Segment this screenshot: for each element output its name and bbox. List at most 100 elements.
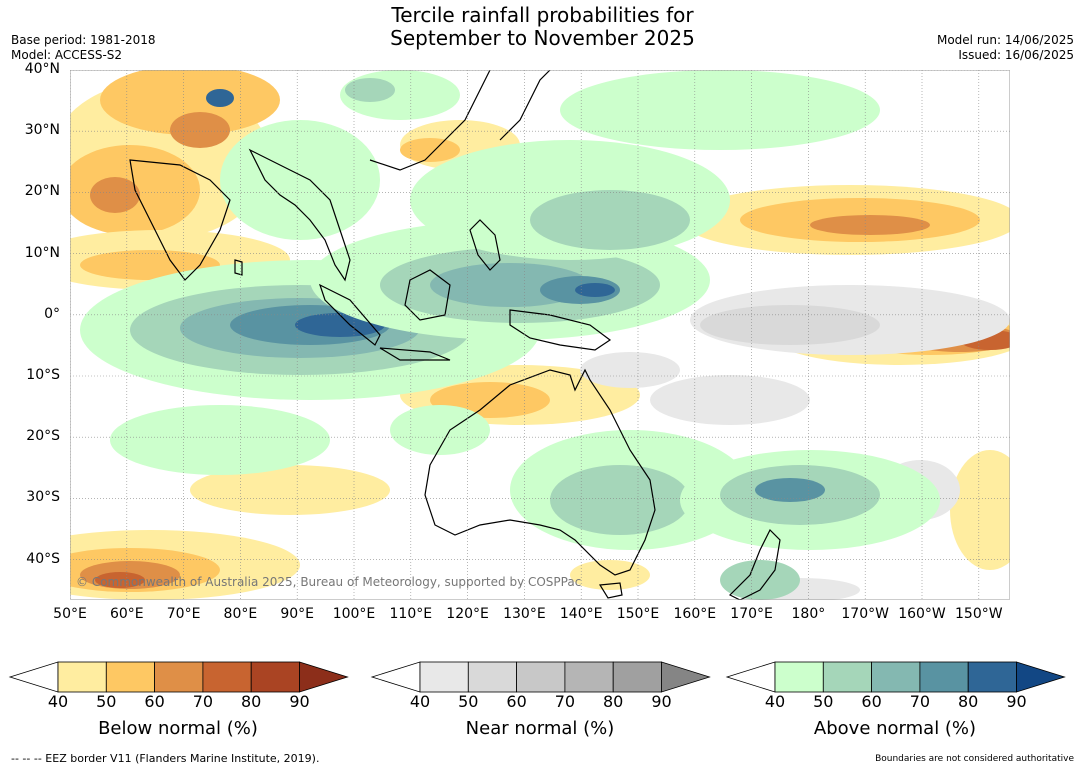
colorbar-high-extend (1016, 661, 1066, 693)
longitude-label: 50°E (53, 606, 87, 622)
colorbar-segment (250, 661, 300, 693)
longitude-label: 100°E (332, 606, 376, 622)
colorbar-below-normal (8, 661, 349, 693)
latitude-label: 30°N (24, 122, 60, 139)
colorbar-tick-label: 40 (409, 692, 431, 711)
colorbar-tick-label: 90 (289, 692, 310, 711)
colorbar-segment (105, 661, 156, 693)
china-coastline (369, 70, 491, 171)
issued-date: Issued: 16/06/2025 (958, 48, 1074, 62)
longitude-label: 150°E (616, 606, 660, 622)
below-normal-title: Below normal (%) (98, 718, 258, 739)
copyright-notice: © Commonwealth of Australia 2025, Bureau… (76, 575, 581, 589)
colorbar-tick-label: 60 (861, 692, 882, 711)
colorbar-tick-label: 80 (603, 692, 624, 711)
longitude-label: 110°E (389, 606, 433, 622)
longitude-label: 170°E (730, 606, 773, 622)
colorbar-tick-label: 70 (192, 692, 214, 711)
colorbar-segment (516, 661, 566, 693)
japan-coastline (499, 70, 551, 141)
below-normal-regions (70, 70, 1010, 600)
colorbar-segment (154, 661, 204, 693)
colorbar-tick-label: 90 (1006, 692, 1027, 711)
coastlines (129, 70, 781, 600)
colorbar-above-normal (725, 661, 1066, 693)
colorbar-segment (564, 661, 614, 693)
philippines-coastline (469, 219, 501, 271)
latitude-label: 20°S (26, 428, 60, 445)
tasmania-coastline (598, 582, 623, 599)
model-info: Base period: 1981-2018 Model: ACCESS-S2 (11, 33, 156, 63)
latitude-label: 30°S (26, 489, 60, 506)
colorbar-segment (871, 661, 921, 693)
colorbar-segment (967, 661, 1017, 693)
colorbar-tick-label: 60 (506, 692, 527, 711)
colorbar-segment (202, 661, 252, 693)
title-line-1: Tercile rainfall probabilities for (391, 3, 694, 27)
longitude-label: 180° (791, 606, 826, 622)
colorbar-segment (774, 661, 824, 693)
java-coastline (379, 347, 451, 361)
above-normal-regions (80, 70, 940, 600)
australia-coastline (424, 368, 656, 576)
colorbar-tick-label: 50 (813, 692, 834, 711)
longitude-label: 170°W (841, 606, 889, 622)
colorbars (8, 661, 1066, 693)
longitude-label: 90°E (280, 606, 315, 622)
latitude-label: 10°N (24, 244, 60, 261)
colorbar-low-extend (8, 661, 59, 693)
above-normal-title: Above normal (%) (813, 718, 977, 739)
chart-title: Tercile rainfall probabilities for Septe… (0, 4, 1085, 50)
latitude-label: 0° (44, 305, 60, 322)
colorbar-low-extend (725, 661, 776, 693)
longitude-label: 80°E (223, 606, 258, 622)
base-period: Base period: 1981-2018 (11, 33, 156, 47)
latitude-label: 40°N (24, 61, 60, 77)
colorbar-tick-label: 40 (764, 692, 786, 711)
colorbar-tick-label: 90 (651, 692, 672, 711)
colorbar-high-extend (661, 661, 711, 693)
latitude-label: 40°S (26, 550, 60, 567)
model-name: Model: ACCESS-S2 (11, 48, 123, 62)
sri-lanka-coastline (234, 259, 243, 276)
new-zealand-coastline (728, 528, 781, 600)
title-line-2: September to November 2025 (390, 26, 695, 50)
run-info: Model run: 14/06/2025 Issued: 16/06/2025 (937, 33, 1074, 63)
colorbar-high-extend (299, 661, 349, 693)
southeast-asia-coastline (248, 148, 351, 282)
longitude-label: 130°E (503, 606, 546, 622)
rainfall-probability-map: © Commonwealth of Australia 2025, Bureau… (70, 70, 1010, 600)
colorbar-segment (419, 661, 469, 693)
longitude-label: 160°W (898, 606, 946, 622)
colorbar-tick-label: 50 (458, 692, 479, 711)
authority-disclaimer: Boundaries are not considered authoritat… (875, 754, 1074, 764)
latitude-label: 10°S (26, 367, 60, 383)
gridlines (70, 70, 1010, 600)
colorbar-low-extend (370, 661, 421, 693)
colorbar-tick-label: 70 (554, 692, 576, 711)
longitude-label: 120°E (446, 606, 489, 622)
colorbar-tick-label: 80 (958, 692, 979, 711)
colorbar-tick-label: 70 (909, 692, 931, 711)
colorbar-segment (612, 661, 662, 693)
colorbar-near-normal (370, 661, 711, 693)
sumatra-coastline (318, 283, 381, 346)
new-guinea-coastline (509, 309, 612, 351)
eez-note: -- -- -- EEZ border V11 (Flanders Marine… (11, 752, 320, 765)
colorbar-segment (467, 661, 517, 693)
longitude-label: 60°E (109, 606, 144, 622)
model-run: Model run: 14/06/2025 (936, 33, 1074, 47)
longitude-label: 150°W (955, 606, 1003, 622)
india-coastline (129, 159, 231, 281)
latitude-label: 20°N (24, 183, 60, 200)
map-frame (70, 70, 1010, 600)
colorbar-segment (919, 661, 969, 693)
longitude-label: 140°E (559, 606, 603, 622)
longitude-label: 70°E (166, 606, 201, 622)
near-normal-title: Near normal (%) (465, 718, 615, 739)
colorbar-tick-label: 40 (47, 692, 69, 711)
colorbar-segment (822, 661, 872, 693)
colorbar-tick-label: 60 (144, 692, 165, 711)
colorbar-segment (57, 661, 107, 693)
colorbar-tick-label: 80 (241, 692, 262, 711)
